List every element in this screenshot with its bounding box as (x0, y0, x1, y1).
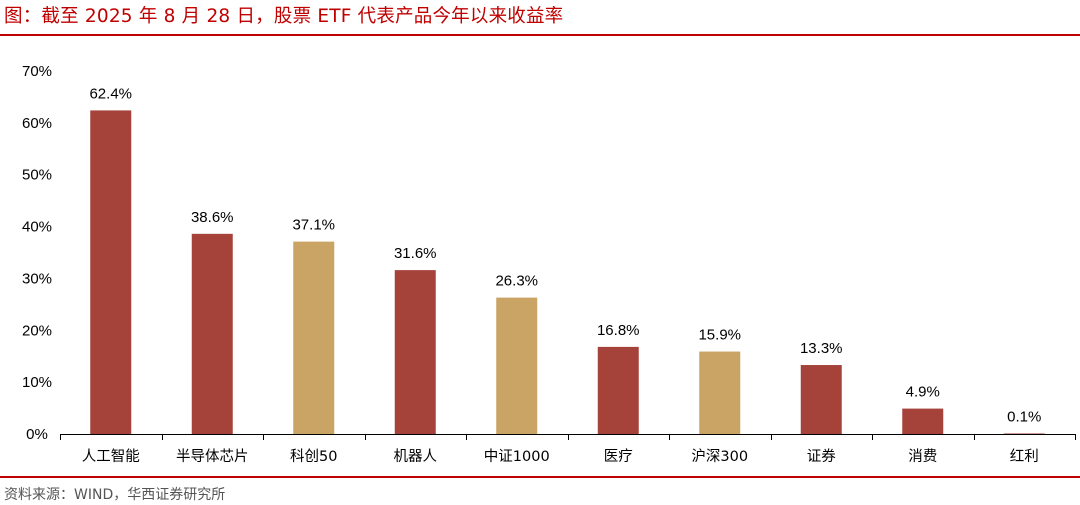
y-axis-ticks: 0% 10% 20% 30% 40% 50% 60% 70% (22, 63, 52, 443)
bar (699, 351, 741, 434)
category-label: 红利 (1010, 448, 1039, 465)
data-labels: 62.4% 38.6% 37.1% 31.6% 26.3% 16.8% 15.9% 13.3%… (89, 85, 1041, 425)
category-label: 医疗 (604, 448, 633, 465)
y-tick-label: 20% (22, 322, 52, 339)
bar (902, 408, 944, 434)
chart-title: 图：截至 2025 年 8 月 28 日，股票 ETF 代表产品今年以来收益率 (4, 6, 564, 27)
y-tick-label: 10% (22, 374, 52, 391)
bar-value-label: 37.1% (292, 217, 335, 234)
category-label: 消费 (908, 448, 937, 465)
bar-value-label: 62.4% (89, 85, 132, 102)
bar-value-label: 26.3% (495, 273, 538, 290)
category-label: 证券 (807, 448, 836, 465)
category-label: 半导体芯片 (176, 448, 249, 465)
category-label: 人工智能 (82, 448, 140, 465)
x-axis-ticks (60, 434, 1076, 440)
bar-chart: 0% 10% 20% 30% 40% 50% 60% 70% 62.4% 38.6% 37.1% 3… (22, 63, 1076, 465)
bar-value-label: 15.9% (698, 327, 741, 344)
bar (496, 297, 538, 434)
category-labels: 人工智能 半导体芯片 科创50 机器人 中证1000 医疗 沪深300 证券 消费 红利 (82, 448, 1039, 465)
bar (293, 241, 335, 434)
footer-divider (0, 476, 1080, 478)
category-label: 沪深300 (691, 448, 748, 465)
bar-value-label: 13.3% (800, 340, 843, 357)
bar-value-label: 16.8% (597, 322, 640, 339)
bar (597, 346, 639, 434)
y-tick-label: 40% (22, 219, 52, 236)
source-note: 资料来源：WIND，华西证券研究所 (4, 487, 226, 503)
y-tick-label: 60% (22, 115, 52, 132)
bar-value-label: 31.6% (394, 245, 437, 262)
bar-value-label: 4.9% (906, 384, 940, 401)
bar (800, 365, 842, 434)
category-label: 机器人 (394, 448, 438, 465)
bar (1003, 433, 1045, 434)
bar-series (90, 110, 1045, 434)
y-tick-label: 70% (22, 63, 52, 80)
bar-value-label: 38.6% (191, 209, 234, 226)
category-label: 科创50 (290, 448, 337, 465)
title-divider (0, 34, 1080, 36)
y-tick-label: 0% (26, 426, 48, 443)
category-label: 中证1000 (484, 448, 550, 465)
bar-value-label: 0.1% (1007, 408, 1041, 425)
y-tick-label: 30% (22, 270, 52, 287)
bar (394, 270, 436, 434)
y-tick-label: 50% (22, 167, 52, 184)
bar (191, 233, 233, 434)
bar (90, 110, 132, 434)
